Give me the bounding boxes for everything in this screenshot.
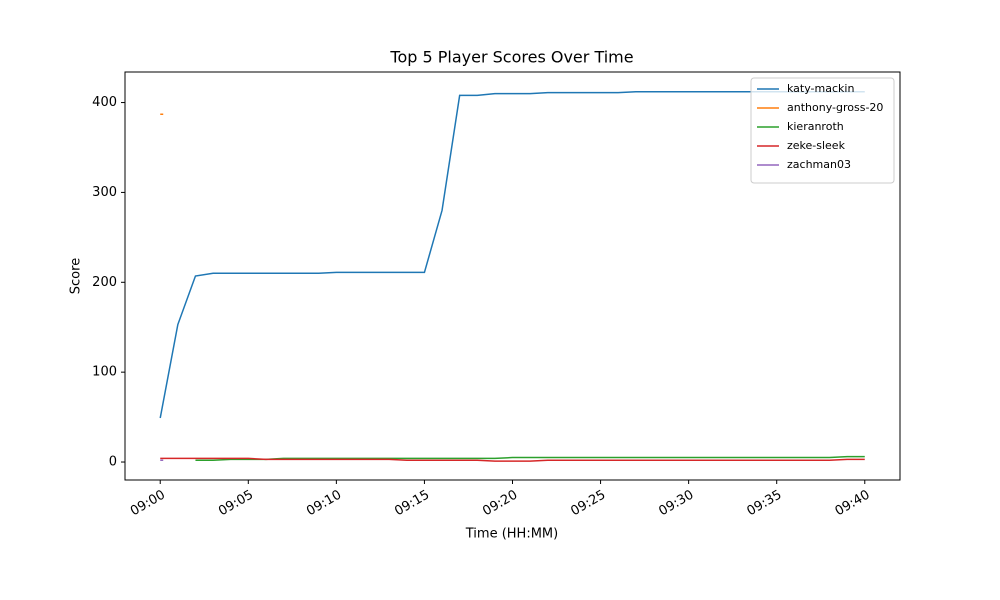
x-axis-label: Time (HH:MM) [465, 527, 558, 542]
x-tick-label: 09:00 [128, 488, 168, 520]
legend-label: katy-mackin [787, 82, 854, 95]
y-axis-label: Score [69, 258, 84, 294]
legend-label: kieranroth [787, 120, 844, 133]
legend-label: zachman03 [787, 158, 851, 171]
y-tick-label: 300 [92, 185, 117, 200]
x-tick-label: 09:20 [480, 488, 520, 520]
x-tick-label: 09:40 [833, 488, 873, 520]
x-tick-label: 09:25 [568, 488, 608, 520]
legend-label: zeke-sleek [787, 139, 846, 152]
x-tick-label: 09:15 [392, 488, 432, 520]
plot-frame [124, 71, 901, 481]
y-tick-label: 100 [92, 365, 117, 380]
x-tick-label: 09:05 [216, 488, 256, 520]
x-tick-label: 09:35 [745, 488, 785, 520]
legend: katy-mackin anthony-gross-20 kieranroth zek… [750, 77, 895, 184]
series-line [159, 91, 865, 419]
y-tick-label: 400 [92, 95, 117, 110]
x-tick-label: 09:30 [656, 488, 696, 520]
y-tick-label: 0 [109, 455, 117, 470]
series-line [160, 457, 865, 462]
legend-label: anthony-gross-20 [787, 101, 883, 114]
y-tick-label: 200 [92, 275, 117, 290]
chart-title: Top 5 Player Scores Over Time [389, 48, 633, 67]
x-tick-label: 09:10 [304, 488, 344, 520]
series-line [195, 455, 865, 461]
legend-box [750, 77, 895, 184]
